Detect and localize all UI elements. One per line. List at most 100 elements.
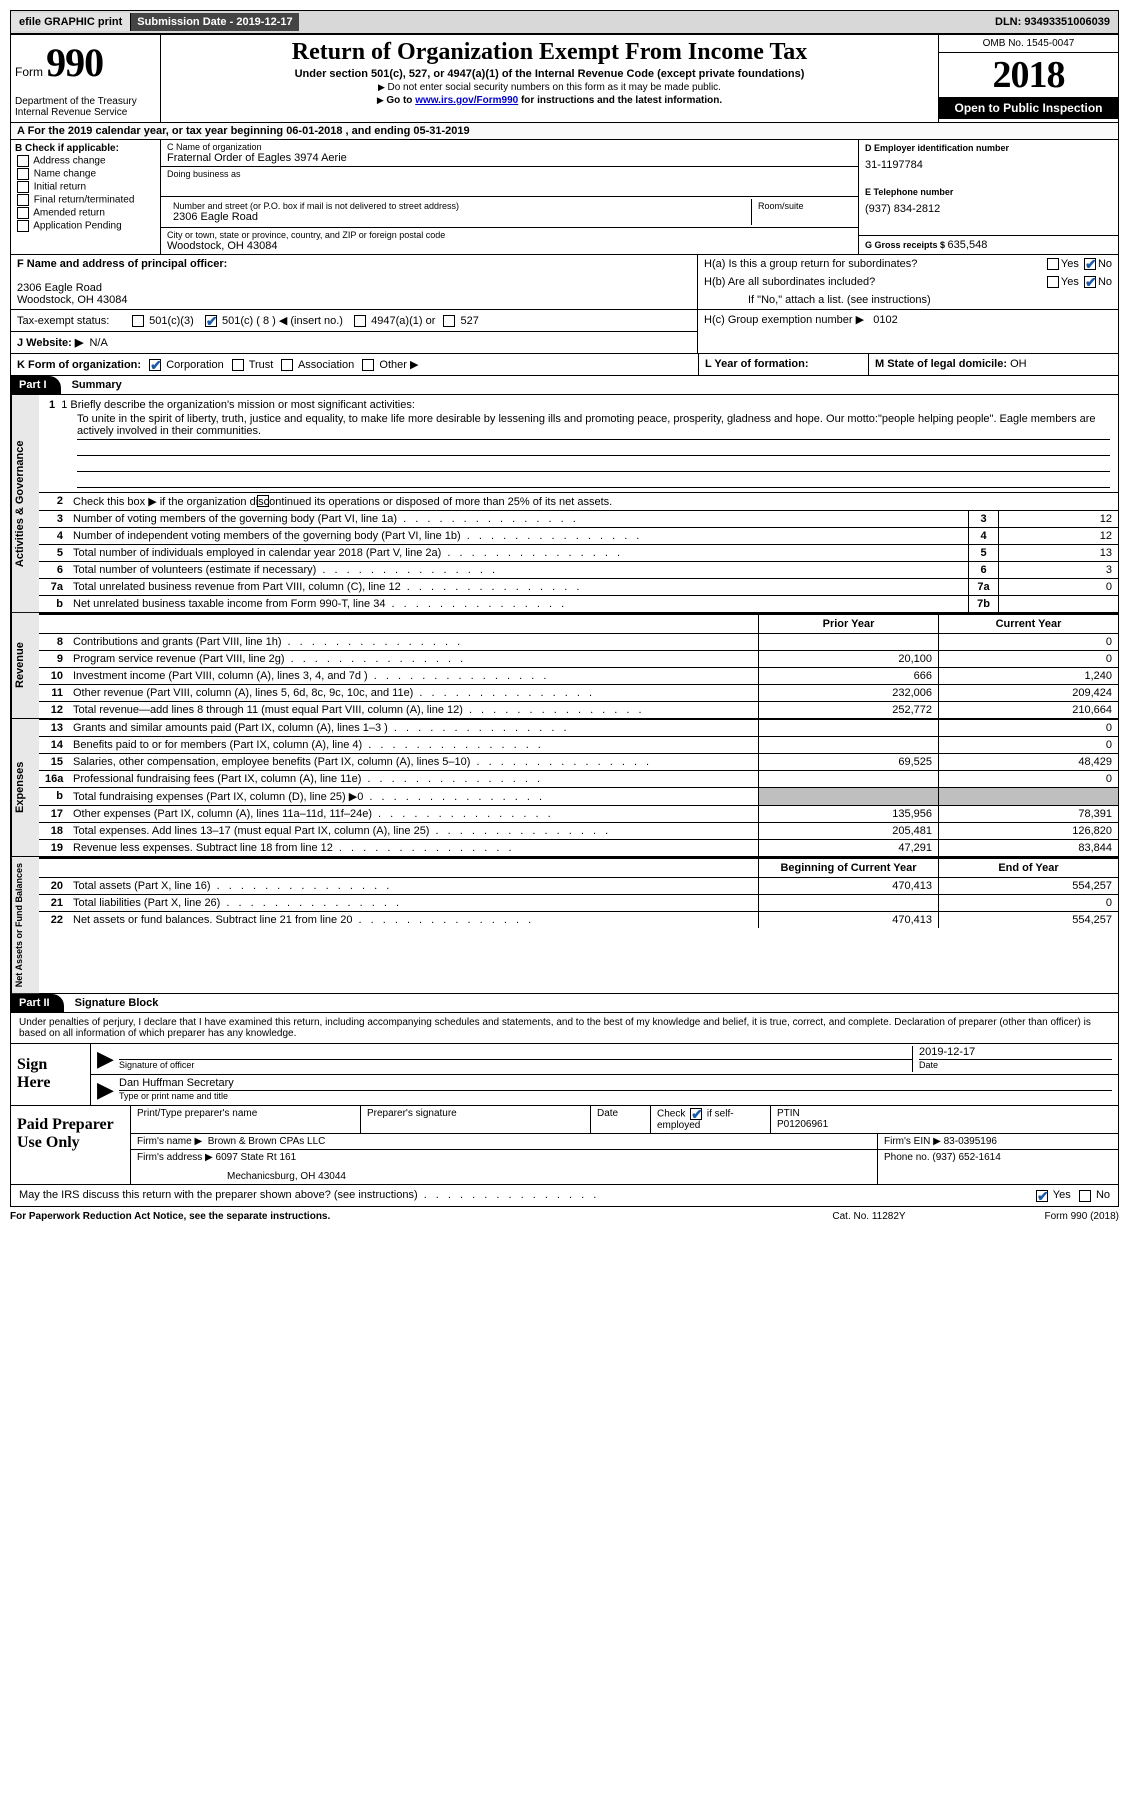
paperwork-notice: For Paperwork Reduction Act Notice, see … xyxy=(10,1211,769,1222)
current-value: 83,844 xyxy=(938,840,1118,856)
sig-date-label: Date xyxy=(919,1060,1112,1070)
side-expenses: Expenses xyxy=(11,719,39,856)
summary-value: 0 xyxy=(998,579,1118,595)
column-b-checkboxes: B Check if applicable: Address change Na… xyxy=(11,140,161,254)
chk-amended-return[interactable] xyxy=(17,207,29,219)
ha-no[interactable] xyxy=(1084,258,1096,270)
end-year-header: End of Year xyxy=(938,859,1118,877)
form-subtitle: Under section 501(c), 527, or 4947(a)(1)… xyxy=(167,68,932,80)
form-footer: Form 990 (2018) xyxy=(969,1211,1119,1222)
form-header: Form 990 Department of the Treasury Inte… xyxy=(10,34,1119,123)
org-name: Fraternal Order of Eagles 3974 Aerie xyxy=(167,152,852,164)
line-text: Program service revenue (Part VIII, line… xyxy=(69,651,758,667)
chk-final-return[interactable] xyxy=(17,194,29,206)
gross-receipts-value: 635,548 xyxy=(948,239,988,251)
street-address: 2306 Eagle Road xyxy=(173,211,745,223)
part1-title: Summary xyxy=(64,376,130,394)
prior-value xyxy=(758,788,938,805)
hb-yes[interactable] xyxy=(1047,276,1059,288)
phone-label: E Telephone number xyxy=(865,187,1112,197)
part2-header: Part II xyxy=(11,994,64,1012)
mission-text: To unite in the spirit of liberty, truth… xyxy=(77,411,1110,440)
current-value: 0 xyxy=(938,720,1118,736)
chk-501c3[interactable] xyxy=(132,315,144,327)
chk-discontinued[interactable] xyxy=(257,495,269,507)
prior-value: 470,413 xyxy=(758,878,938,894)
current-value: 554,257 xyxy=(938,878,1118,894)
org-name-label: C Name of organization xyxy=(167,142,852,152)
phone-value: (937) 834-2812 xyxy=(865,203,1112,215)
chk-other[interactable] xyxy=(362,359,374,371)
firm-phone-value: (937) 652-1614 xyxy=(932,1152,1000,1163)
summary-value: 3 xyxy=(998,562,1118,578)
city-state-zip: Woodstock, OH 43084 xyxy=(167,240,852,252)
form990-link[interactable]: www.irs.gov/Form990 xyxy=(415,95,518,106)
year-formation: L Year of formation: xyxy=(698,354,868,375)
beginning-year-header: Beginning of Current Year xyxy=(758,859,938,877)
chk-address-change[interactable] xyxy=(17,155,29,167)
officer-label: F Name and address of principal officer: xyxy=(17,258,227,270)
address-label: Number and street (or P.O. box if mail i… xyxy=(173,201,745,211)
ein-label: D Employer identification number xyxy=(865,143,1112,153)
prior-value xyxy=(758,895,938,911)
sig-officer-label: Signature of officer xyxy=(119,1060,912,1070)
chk-association[interactable] xyxy=(281,359,293,371)
current-value: 126,820 xyxy=(938,823,1118,839)
line-text: Contributions and grants (Part VIII, lin… xyxy=(69,634,758,650)
q1-label: 1 Briefly describe the organization's mi… xyxy=(61,399,415,411)
prior-value xyxy=(758,720,938,736)
preparer-name-label: Print/Type preparer's name xyxy=(131,1106,361,1133)
prior-value: 666 xyxy=(758,668,938,684)
officer-addr1: 2306 Eagle Road xyxy=(17,282,691,294)
prior-value: 135,956 xyxy=(758,806,938,822)
officer-name-label: Type or print name and title xyxy=(119,1091,1112,1101)
chk-501c[interactable] xyxy=(205,315,217,327)
current-value: 0 xyxy=(938,895,1118,911)
part2-title: Signature Block xyxy=(67,994,167,1012)
firm-ein-value: 83-0395196 xyxy=(944,1136,997,1147)
summary-line: Number of voting members of the governin… xyxy=(69,511,968,527)
chk-trust[interactable] xyxy=(232,359,244,371)
officer-addr2: Woodstock, OH 43084 xyxy=(17,294,691,306)
summary-value xyxy=(998,596,1118,612)
firm-phone-label: Phone no. xyxy=(884,1152,932,1163)
sig-date-value: 2019-12-17 xyxy=(919,1046,1112,1060)
submission-date: Submission Date - 2019-12-17 xyxy=(131,13,298,31)
chk-corporation[interactable] xyxy=(149,359,161,371)
open-inspection: Open to Public Inspection xyxy=(939,97,1118,119)
omb-number: OMB No. 1545-0047 xyxy=(939,35,1118,53)
efile-print-button[interactable]: efile GRAPHIC print xyxy=(11,13,131,31)
dln: DLN: 93493351006039 xyxy=(987,13,1118,31)
chk-self-employed[interactable] xyxy=(690,1108,702,1120)
firm-addr-value: 6097 State Rt 161 xyxy=(216,1152,297,1163)
chk-4947[interactable] xyxy=(354,315,366,327)
firm-city-value: Mechanicsburg, OH 43044 xyxy=(227,1171,871,1182)
side-activities-governance: Activities & Governance xyxy=(11,395,39,612)
line-text: Other revenue (Part VIII, column (A), li… xyxy=(69,685,758,701)
discuss-yes[interactable] xyxy=(1036,1190,1048,1202)
current-value: 554,257 xyxy=(938,912,1118,928)
room-suite-label: Room/suite xyxy=(758,201,846,211)
website-value: N/A xyxy=(89,337,107,349)
chk-name-change[interactable] xyxy=(17,168,29,180)
line-text: Investment income (Part VIII, column (A)… xyxy=(69,668,758,684)
prior-value: 252,772 xyxy=(758,702,938,718)
discuss-no[interactable] xyxy=(1079,1190,1091,1202)
preparer-sig-label: Preparer's signature xyxy=(361,1106,591,1133)
row-a-tax-year: A For the 2019 calendar year, or tax yea… xyxy=(10,123,1119,140)
form-title: Return of Organization Exempt From Incom… xyxy=(167,39,932,66)
line-text: Total expenses. Add lines 13–17 (must eq… xyxy=(69,823,758,839)
chk-527[interactable] xyxy=(443,315,455,327)
prior-value: 470,413 xyxy=(758,912,938,928)
current-value: 78,391 xyxy=(938,806,1118,822)
chk-initial-return[interactable] xyxy=(17,181,29,193)
firm-ein-label: Firm's EIN ▶ xyxy=(884,1136,941,1147)
ha-yes[interactable] xyxy=(1047,258,1059,270)
hb-no[interactable] xyxy=(1084,276,1096,288)
summary-line: Total number of volunteers (estimate if … xyxy=(69,562,968,578)
chk-application-pending[interactable] xyxy=(17,220,29,232)
summary-value: 12 xyxy=(998,511,1118,527)
form-number: 990 xyxy=(46,40,103,85)
line-text: Revenue less expenses. Subtract line 18 … xyxy=(69,840,758,856)
line-text: Total assets (Part X, line 16) xyxy=(69,878,758,894)
